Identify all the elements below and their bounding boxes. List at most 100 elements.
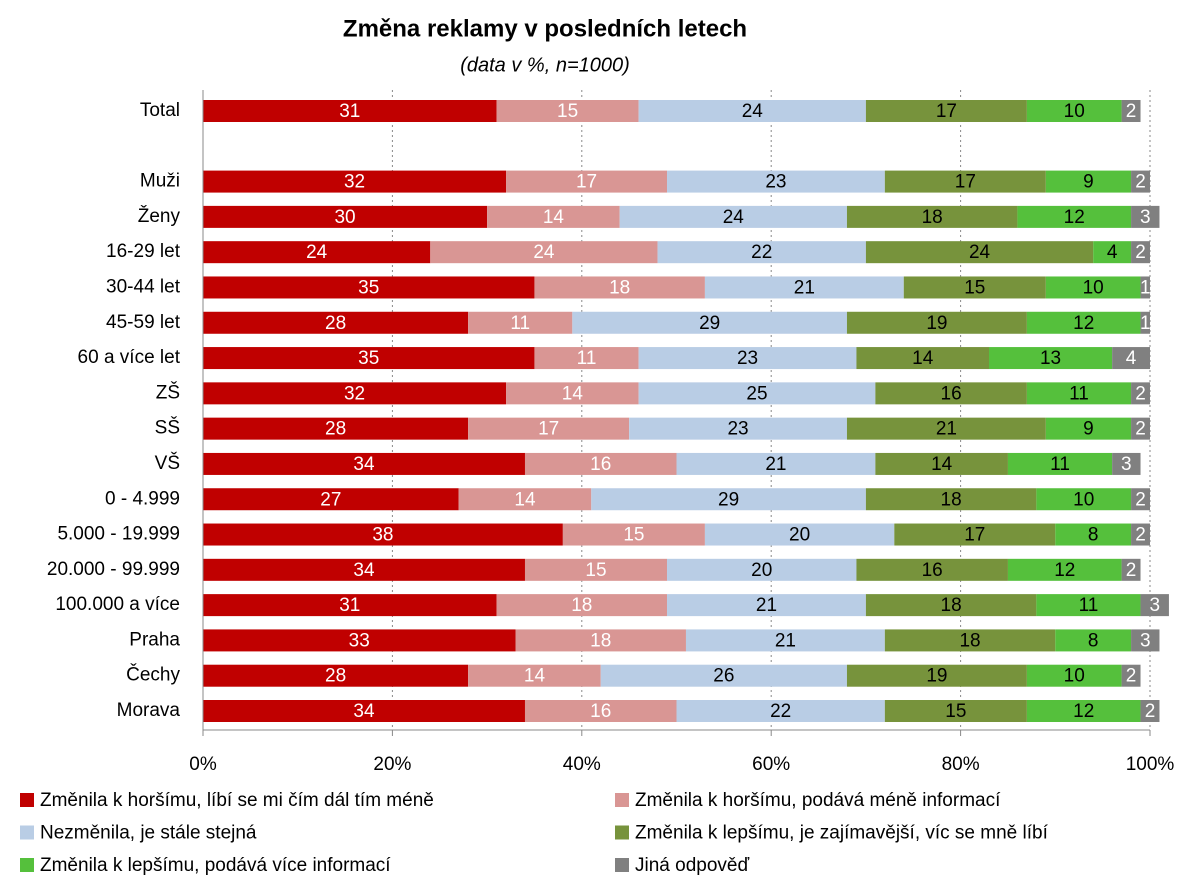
data-label: 3 <box>1149 595 1160 616</box>
bar-segment <box>1131 205 1160 228</box>
legend-label: Změnila k lepšímu, podává více informací <box>40 855 391 876</box>
data-label: 20 <box>789 525 810 546</box>
data-label: 18 <box>941 595 962 616</box>
bar-segment <box>1131 488 1150 511</box>
chart-subtitle: (data v %, n=1000) <box>460 54 630 76</box>
bar-segment <box>458 488 592 511</box>
data-label: 16 <box>922 560 943 581</box>
legend-label: Změnila k horšímu, podává méně informací <box>635 790 1001 811</box>
bar-segment <box>638 382 876 405</box>
bar-segment <box>667 558 857 581</box>
bar-segment <box>846 205 1018 228</box>
bar-segment <box>1131 629 1160 652</box>
data-label: 34 <box>353 454 375 475</box>
bar-segment <box>704 523 895 546</box>
bar-segment <box>534 276 705 299</box>
data-label: 10 <box>1064 666 1085 687</box>
y-tick-label: Praha <box>129 629 180 650</box>
y-tick-label: Muži <box>140 171 180 192</box>
data-label: 18 <box>922 207 943 228</box>
bar-segment <box>629 417 847 440</box>
bar-segment <box>865 594 1037 617</box>
data-label: 8 <box>1088 630 1099 651</box>
y-tick-label: 60 a více let <box>78 347 181 368</box>
data-label: 30 <box>334 207 355 228</box>
x-tick-label: 80% <box>942 754 980 775</box>
data-label: 3 <box>1140 207 1151 228</box>
data-label: 18 <box>941 489 962 510</box>
data-label: 16 <box>941 383 962 404</box>
y-tick-label: 5.000 - 19.999 <box>57 524 180 545</box>
data-label: 20 <box>751 560 772 581</box>
data-label: 11 <box>1050 454 1070 475</box>
bar-segment <box>1036 488 1132 511</box>
data-label: 13 <box>1040 348 1061 369</box>
data-label: 33 <box>349 630 370 651</box>
bar-segment <box>203 100 497 122</box>
data-label: 2 <box>1126 666 1137 687</box>
data-label: 14 <box>931 454 953 475</box>
bar-segment <box>1026 664 1122 687</box>
bar-segment <box>856 558 1008 581</box>
data-label: 11 <box>1079 595 1099 616</box>
bar-segment <box>1131 417 1150 440</box>
data-label: 9 <box>1083 172 1094 193</box>
data-label: 21 <box>794 277 815 298</box>
data-label: 17 <box>576 172 597 193</box>
legend-label: Nezměnila, je stále stejná <box>40 823 257 844</box>
y-tick-label: 45-59 let <box>106 312 181 333</box>
data-label: 10 <box>1064 101 1085 122</box>
data-label: 32 <box>344 383 365 404</box>
bar-segment <box>865 241 1094 264</box>
bar-segment <box>676 452 876 475</box>
bar-segment <box>846 664 1027 687</box>
data-label: 16 <box>590 701 611 722</box>
bar-segment <box>506 170 668 193</box>
bar-segment <box>619 205 847 228</box>
y-tick-label: 30-44 let <box>106 276 181 297</box>
data-label: 14 <box>524 666 546 687</box>
bar-segment <box>1131 170 1150 193</box>
data-label: 31 <box>339 101 360 122</box>
data-label: 17 <box>538 419 559 440</box>
data-label: 11 <box>510 313 530 334</box>
bar-segment <box>1140 276 1150 299</box>
bar-segment <box>1026 311 1141 334</box>
data-label: 22 <box>770 701 791 722</box>
bar-segment <box>1045 276 1141 299</box>
data-label: 24 <box>742 101 764 122</box>
bar-segment <box>1007 452 1113 475</box>
data-label: 12 <box>1073 313 1094 334</box>
bar-segment <box>534 347 639 370</box>
bar-segment <box>1026 382 1132 405</box>
data-label: 11 <box>577 348 597 369</box>
bar-segment <box>1121 664 1141 687</box>
data-label: 25 <box>746 383 767 404</box>
data-label: 34 <box>353 560 375 581</box>
bar-segment <box>468 664 601 687</box>
data-label: 12 <box>1054 560 1075 581</box>
legend-swatch <box>20 825 34 840</box>
bar-segment <box>657 241 866 264</box>
bar-segment <box>1131 241 1150 264</box>
data-label: 1 <box>1140 313 1151 334</box>
bar-segment <box>638 347 857 370</box>
bar-segment <box>856 347 990 370</box>
bar-segment <box>1017 205 1132 228</box>
bar-segment <box>1055 629 1132 652</box>
data-label: 15 <box>964 277 985 298</box>
data-label: 28 <box>325 419 346 440</box>
data-label: 17 <box>955 172 976 193</box>
bar-segment <box>203 594 497 617</box>
bar-segment <box>1026 700 1141 722</box>
chart-title: Změna reklamy v posledních letech <box>343 15 747 42</box>
data-label: 32 <box>344 172 365 193</box>
data-label: 38 <box>372 525 393 546</box>
bar-segment <box>515 629 686 652</box>
y-tick-label: Morava <box>117 700 181 721</box>
bar-segment <box>704 276 904 299</box>
data-label: 14 <box>543 207 565 228</box>
bar-segment <box>468 417 630 440</box>
data-label: 21 <box>765 454 786 475</box>
data-label: 12 <box>1073 701 1094 722</box>
